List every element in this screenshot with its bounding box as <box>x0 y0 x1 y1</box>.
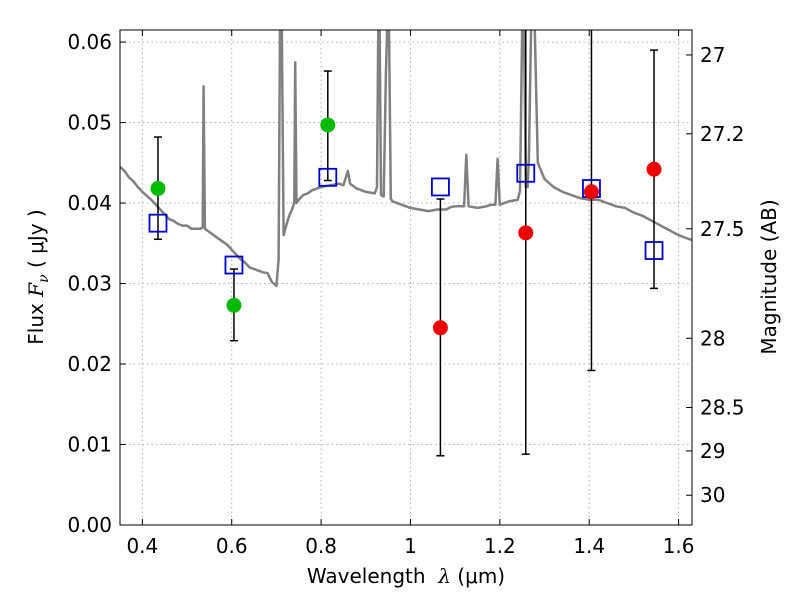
grid <box>120 30 692 525</box>
observed-marker <box>320 117 336 133</box>
x-axis-ticks: 0.4 0.6 0.8 1 1.2 1.4 1.6 <box>126 30 695 558</box>
y2-tick-label: 28.5 <box>700 395 745 419</box>
observed-marker <box>150 181 166 197</box>
y-tick-label: 0.05 <box>67 111 112 135</box>
y2-tick-label: 27.2 <box>700 122 745 146</box>
x-tick-label: 1.2 <box>484 534 516 558</box>
observed-marker <box>583 184 599 200</box>
observed-marker <box>518 225 534 241</box>
sed-curve-layer <box>120 30 692 288</box>
y2-tick-label: 29 <box>700 439 725 463</box>
model-marker <box>431 177 450 197</box>
model-marker-layer <box>148 163 664 275</box>
x-axis-title: Wavelength λ (μm) <box>307 564 505 588</box>
x-tick-label: 0.8 <box>305 534 337 558</box>
model-marker <box>224 255 244 275</box>
y-tick-label: 0.02 <box>67 352 112 376</box>
x-tick-label: 0.6 <box>216 534 248 558</box>
y-axis-title: Flux Fν ( μJy ) <box>24 209 52 344</box>
observed-marker <box>226 297 242 313</box>
x-tick-label: 1 <box>404 534 417 558</box>
model-marker <box>148 213 168 233</box>
y-axis-ticks: 0.00 0.01 0.02 0.03 0.04 0.05 0.06 <box>67 30 126 537</box>
y-tick-label: 0.04 <box>67 191 112 215</box>
observed-marker-layer <box>150 117 662 336</box>
y2-tick-label: 27.5 <box>700 217 745 241</box>
x-tick-label: 1.6 <box>663 534 695 558</box>
x-tick-label: 1.4 <box>573 534 605 558</box>
y2-tick-label: 27 <box>700 43 725 67</box>
plot-frame <box>119 29 693 526</box>
y2-axis-title: Magnitude (AB) <box>757 199 781 354</box>
observed-marker <box>432 320 448 336</box>
y-tick-label: 0.03 <box>67 272 112 296</box>
x-tick-label: 0.4 <box>126 534 158 558</box>
y2-tick-label: 30 <box>700 483 725 507</box>
y-tick-label: 0.00 <box>67 513 112 537</box>
y2-axis-ticks: 27 27.2 27.5 28 28.5 29 30 <box>686 43 745 507</box>
y-tick-label: 0.01 <box>67 433 112 457</box>
observed-marker <box>646 161 662 177</box>
model-marker <box>516 163 536 183</box>
sed-line <box>120 30 692 288</box>
y2-tick-label: 28 <box>700 326 725 350</box>
model-marker <box>644 241 664 260</box>
y-tick-label: 0.06 <box>67 30 112 54</box>
model-marker <box>318 167 338 187</box>
